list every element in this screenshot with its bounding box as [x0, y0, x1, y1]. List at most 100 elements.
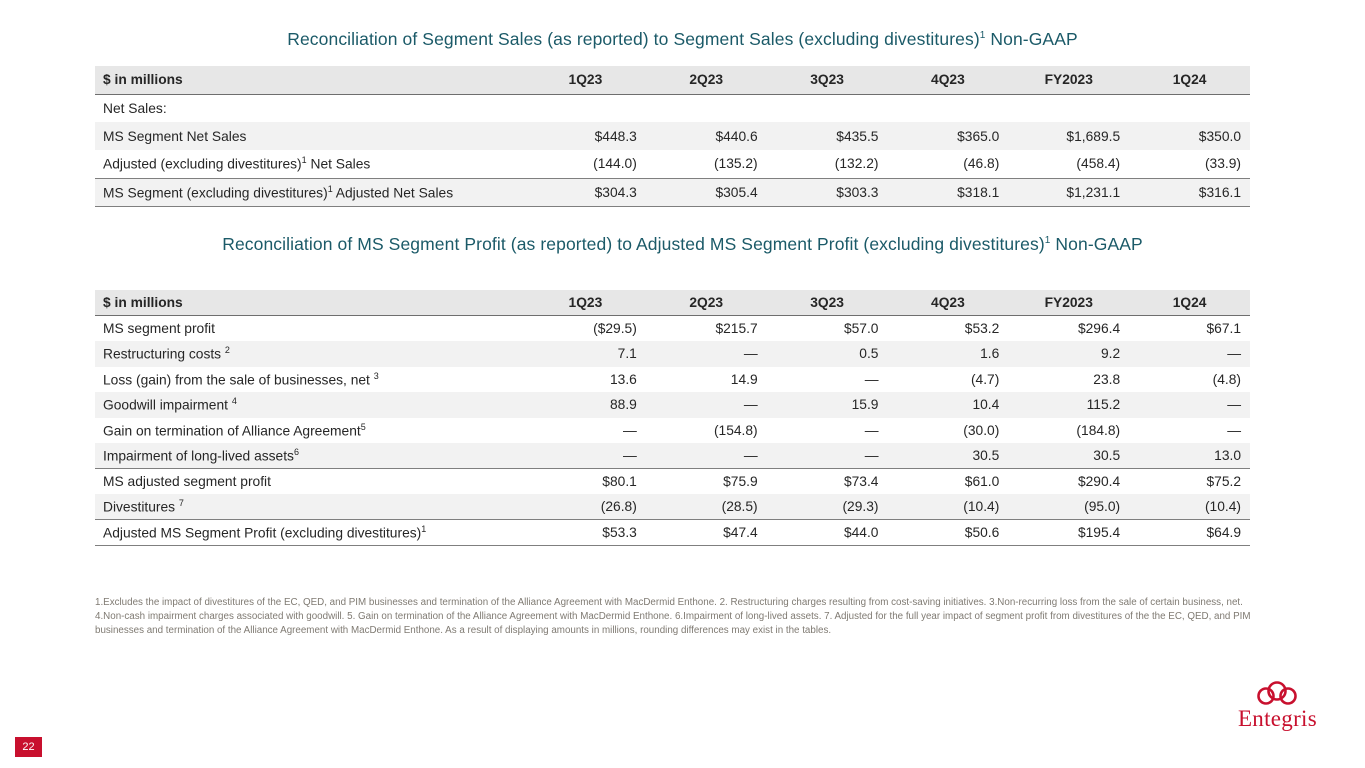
cell-value: (4.8): [1212, 371, 1241, 387]
cell-value: (26.8): [600, 499, 637, 514]
cell-value: 15.9: [851, 397, 879, 413]
segment-sales-title-text: Reconciliation of Segment Sales (as repo…: [287, 29, 980, 49]
row-label: MS Segment Net Sales: [103, 128, 247, 144]
row-label: MS adjusted segment profit: [103, 474, 271, 489]
cell-value: $75.2: [1206, 474, 1241, 489]
row-label: Net Sales:: [103, 100, 167, 116]
cell-value: —: [1227, 422, 1241, 438]
segment-profit-header-row: $ in millions 1Q23 2Q23 3Q23 4Q23 FY2023 1Q24: [95, 290, 1250, 316]
cell-value: —: [1227, 346, 1241, 362]
segment-sales-title-suffix: Non-GAAP: [985, 29, 1078, 49]
cell-value: 1.6: [980, 346, 1000, 362]
segment-sales-title: Reconciliation of Segment Sales (as repo…: [0, 29, 1365, 50]
cell-value: ($29.5): [593, 321, 637, 336]
cell-value: $316.1: [1198, 184, 1241, 200]
cell-value: 88.9: [609, 397, 637, 413]
column-header: 2Q23: [689, 72, 724, 88]
cell-value: $290.4: [1077, 474, 1121, 489]
row-label: Adjusted MS Segment Profit (excluding di…: [103, 523, 427, 541]
footnotes-text: 1.Excludes the impact of divestitures of…: [95, 597, 1251, 636]
cell-value: (10.4): [963, 499, 1000, 514]
cell-value: (10.4): [1204, 499, 1241, 514]
cell-value: (135.2): [713, 156, 758, 172]
table-row: Divestitures 7 (26.8) (28.5) (29.3) (10.4) (9…: [95, 494, 1250, 520]
column-header: $ in millions: [103, 295, 183, 310]
cell-value: 10.4: [972, 397, 1000, 413]
cell-value: $305.4: [715, 184, 758, 200]
table-row: Restructuring costs 2 7.1 — 0.5 1.6 9.2 —: [95, 341, 1250, 367]
cell-value: 115.2: [1086, 397, 1121, 413]
column-header: 1Q24: [1172, 72, 1207, 88]
row-label: Impairment of long-lived assets6: [103, 447, 299, 464]
row-label: MS segment profit: [103, 321, 215, 336]
cell-value: $80.1: [602, 474, 637, 489]
cell-value: —: [1227, 397, 1241, 413]
segment-profit-title: Reconciliation of MS Segment Profit (as …: [0, 234, 1365, 255]
cell-value: —: [864, 422, 879, 438]
cell-value: 7.1: [617, 346, 637, 362]
cell-value: (144.0): [593, 156, 637, 172]
cell-value: (184.8): [1076, 422, 1121, 438]
table-row: Net Sales:: [95, 94, 1250, 122]
cell-value: $50.6: [964, 524, 1000, 540]
cell-value: (46.8): [963, 156, 1000, 172]
cell-value: $75.9: [723, 474, 758, 489]
cell-value: —: [623, 448, 637, 463]
cell-value: 13.6: [609, 371, 637, 387]
cell-value: (132.2): [834, 156, 879, 172]
segment-profit-body: MS segment profit ($29.5) $215.7 $57.0 $53.2…: [95, 316, 1250, 546]
cell-value: [646, 94, 767, 122]
cell-value: 30.5: [1093, 448, 1121, 463]
cell-value: —: [743, 397, 758, 413]
cell-value: $435.5: [836, 128, 879, 144]
cell-value: $215.7: [715, 321, 758, 336]
segment-sales-table: $ in millions 1Q23 2Q23 3Q23 4Q23 FY2023 1Q24 …: [95, 66, 1250, 207]
row-label: Gain on termination of Alliance Agreemen…: [103, 421, 366, 439]
page-number-badge: 22: [15, 737, 42, 757]
table-row: MS adjusted segment profit $80.1 $75.9 $73.…: [95, 468, 1250, 495]
column-header: 2Q23: [689, 295, 724, 310]
cell-value: [525, 94, 646, 122]
segment-sales-title-footnote-ref: 1: [979, 30, 986, 42]
cell-value: —: [743, 448, 758, 463]
cell-value: (30.0): [963, 422, 1000, 438]
cell-value: $303.3: [836, 184, 879, 200]
cell-value: $57.0: [843, 321, 879, 336]
cell-value: [887, 94, 1008, 122]
cell-value: $44.0: [843, 524, 879, 540]
segment-sales-header-row: $ in millions 1Q23 2Q23 3Q23 4Q23 FY2023 1Q24: [95, 66, 1250, 94]
cell-value: $318.1: [957, 184, 1000, 200]
cell-value: $195.4: [1077, 524, 1121, 540]
column-header: $ in millions: [103, 72, 183, 88]
segment-profit-title-suffix: Non-GAAP: [1050, 234, 1143, 254]
cell-value: $1,689.5: [1066, 128, 1121, 144]
cell-value: $304.3: [594, 184, 637, 200]
table-row: Impairment of long-lived assets6 — — — 30.5 3…: [95, 443, 1250, 469]
segment-profit-table: $ in millions 1Q23 2Q23 3Q23 4Q23 FY2023 1Q24 …: [95, 290, 1250, 546]
column-header: 3Q23: [810, 295, 844, 310]
cell-value: $296.4: [1077, 321, 1121, 336]
row-label: Restructuring costs 2: [103, 345, 230, 363]
cell-value: 23.8: [1093, 371, 1121, 387]
cell-value: (95.0): [1084, 499, 1121, 514]
cell-value: $448.3: [594, 128, 637, 144]
row-label: Divestitures 7: [103, 498, 184, 515]
cell-value: [767, 94, 888, 122]
column-header: 1Q23: [568, 295, 603, 310]
cell-value: —: [623, 422, 637, 438]
table-row: Adjusted (excluding divestitures)1 Net S…: [95, 150, 1250, 178]
cell-value: —: [864, 371, 879, 387]
cell-value: [1008, 94, 1129, 122]
cell-value: $440.6: [715, 128, 758, 144]
cell-value: 14.9: [730, 371, 758, 387]
table-row: MS Segment Net Sales $448.3 $440.6 $435.5 $3…: [95, 122, 1250, 150]
cell-value: $1,231.1: [1066, 184, 1121, 200]
cell-value: $67.1: [1206, 321, 1241, 336]
row-label: Loss (gain) from the sale of businesses,…: [103, 370, 379, 388]
cell-value: $73.4: [843, 474, 879, 489]
column-header: 1Q24: [1172, 295, 1207, 310]
cell-value: (29.3): [842, 499, 879, 514]
column-header: FY2023: [1044, 72, 1093, 88]
table-row: MS Segment (excluding divestitures)1 Adj…: [95, 178, 1250, 206]
